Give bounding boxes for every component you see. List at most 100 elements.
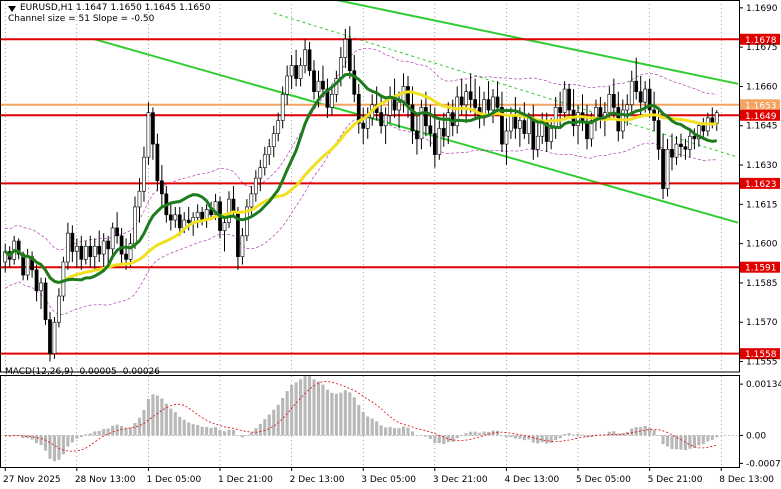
- envelope-lower: [5, 117, 717, 316]
- candle-body: [249, 193, 254, 208]
- candle-body: [119, 235, 124, 255]
- candle-body: [83, 245, 88, 260]
- candle-body: [159, 180, 164, 195]
- candle-body: [330, 94, 334, 108]
- macd-histogram-bar: [227, 429, 231, 436]
- macd-histogram-bar: [120, 425, 124, 436]
- macd-histogram-bar: [509, 435, 513, 438]
- time-label: 1 Dec 21:00: [218, 475, 273, 485]
- macd-histogram-bar: [715, 435, 719, 438]
- candle-body: [598, 107, 603, 119]
- macd-indicator: [3, 375, 719, 462]
- candle-body: [34, 269, 39, 292]
- macd-histogram-bar: [191, 424, 195, 436]
- moving-averages: [4, 72, 717, 285]
- macd-histogram-bar: [303, 375, 307, 436]
- macd-histogram-bar: [285, 391, 289, 436]
- macd-histogram-bar: [504, 435, 509, 438]
- macd-histogram-bar: [39, 435, 43, 445]
- symbol-quote: EURUSD,H1 1.1647 1.1650 1.1645 1.1650: [20, 3, 211, 13]
- macd-histogram-bar: [419, 434, 423, 436]
- candle-body: [517, 120, 522, 129]
- macd-histogram-bar: [545, 435, 549, 444]
- candle-body: [48, 319, 52, 354]
- candle-body: [495, 96, 500, 108]
- macd-histogram-bar: [554, 435, 558, 440]
- macd-histogram-bar: [111, 425, 115, 436]
- candle-body: [200, 211, 205, 221]
- level-tag-label: 1.1623: [745, 180, 777, 190]
- macd-histogram-bar: [343, 390, 347, 436]
- candle-body: [352, 70, 357, 95]
- candle-body: [338, 57, 343, 79]
- dropdown-triangle-icon[interactable]: [8, 5, 16, 12]
- candle-body: [146, 112, 151, 158]
- macd-histogram-bar: [500, 435, 504, 436]
- candle-body: [643, 88, 648, 103]
- candle-body: [397, 101, 401, 111]
- candle-body: [343, 38, 348, 58]
- time-label: 5 Dec 21:00: [648, 475, 703, 485]
- candle-body: [186, 219, 191, 223]
- candle-body: [446, 112, 451, 137]
- macd-histogram-bar: [392, 428, 397, 436]
- candle-body: [629, 80, 634, 106]
- candle-body: [70, 232, 75, 252]
- candle-body: [428, 125, 433, 134]
- candle-body: [173, 214, 178, 221]
- macd-histogram-bar: [52, 435, 57, 462]
- candle-body: [231, 198, 236, 213]
- candle-body: [526, 117, 531, 134]
- candle-body: [656, 120, 661, 150]
- candle-body: [262, 154, 267, 168]
- macd-histogram-bar: [124, 427, 128, 436]
- macd-histogram-bar: [375, 421, 379, 436]
- candle-body: [361, 122, 366, 129]
- level-tag: [740, 261, 780, 273]
- candle-body: [562, 88, 567, 113]
- macd-histogram-bar: [249, 432, 253, 436]
- level-tag: [740, 33, 780, 45]
- candle-body: [271, 133, 276, 148]
- macd-histogram-bar: [634, 427, 638, 436]
- candle-body: [110, 227, 115, 250]
- macd-histogram-bar: [357, 404, 361, 436]
- level-tag: [740, 348, 780, 360]
- macd-histogram-bar: [325, 389, 330, 436]
- candle-body: [468, 91, 473, 100]
- macd-histogram-bar: [401, 426, 406, 436]
- macd-histogram-bar: [48, 435, 52, 459]
- macd-histogram-bar: [34, 435, 39, 444]
- macd-histogram-bar: [263, 419, 267, 436]
- macd-histogram-bar: [406, 427, 410, 436]
- time-label: 1 Dec 05:00: [146, 475, 201, 485]
- candle-body: [379, 112, 384, 127]
- macd-histogram-bar: [518, 435, 522, 439]
- macd-histogram-bar: [455, 435, 459, 439]
- candle-body: [303, 49, 307, 66]
- macd-histogram-bar: [30, 435, 34, 440]
- candle-body: [674, 143, 679, 158]
- macd-histogram-bar: [446, 435, 450, 443]
- macd-tick-label: 0.00134: [746, 380, 781, 390]
- macd-histogram-bar: [424, 435, 428, 437]
- candle-body: [151, 112, 155, 145]
- macd-histogram-bar: [316, 381, 321, 436]
- macd-histogram-bar: [61, 435, 65, 455]
- macd-histogram-bar: [222, 431, 227, 436]
- candle-body: [553, 107, 558, 129]
- macd-histogram-bar: [580, 434, 585, 436]
- price-tick-label: 1.1615: [746, 200, 778, 210]
- macd-histogram-bar: [218, 429, 222, 436]
- candle-body: [240, 235, 245, 258]
- candle-body: [611, 94, 616, 108]
- candle-body: [500, 107, 504, 145]
- macd-histogram-bar: [665, 435, 670, 447]
- macd-histogram-bar: [701, 435, 705, 445]
- candle-body: [267, 146, 272, 155]
- candle-body: [473, 99, 477, 108]
- channel-info: Channel size = 51 Slope = -0.50: [8, 14, 155, 24]
- envelope-upper: [5, 48, 717, 251]
